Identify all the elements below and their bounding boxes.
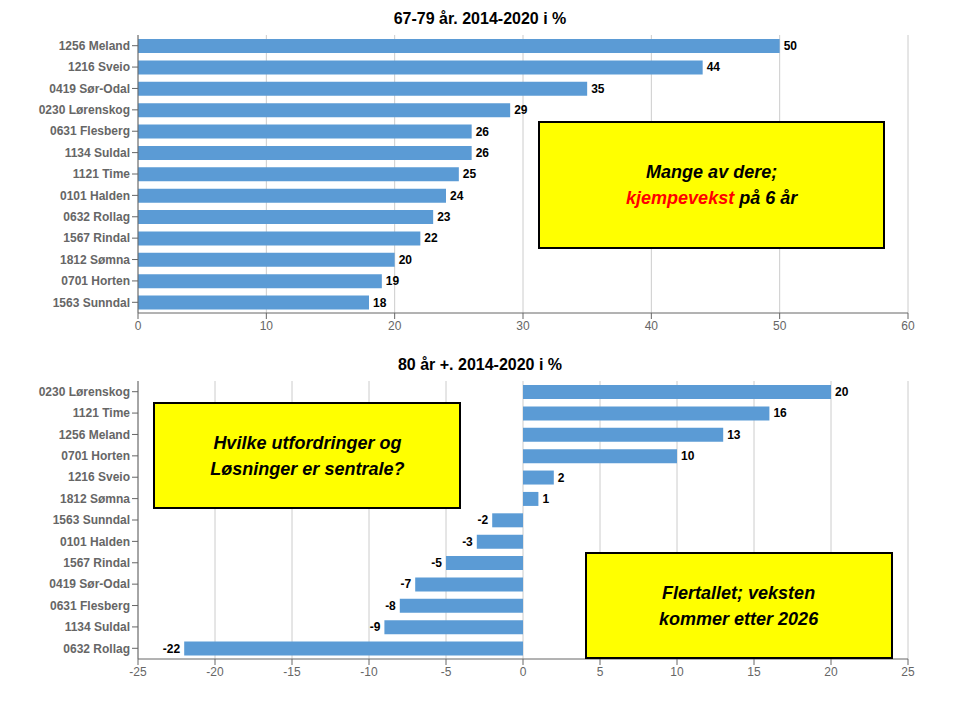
svg-text:0631 Flesberg: 0631 Flesberg <box>50 599 130 613</box>
html-text:Hvilke utfordringer og: Hvilke utfordringer og <box>213 432 402 453</box>
svg-text:-20: -20 <box>206 665 224 679</box>
svg-text:10: 10 <box>681 449 695 463</box>
svg-text:0230 Lørenskog: 0230 Lørenskog <box>39 103 130 117</box>
svg-text:1256 Meland: 1256 Meland <box>59 39 130 53</box>
svg-text:1812 Sømna: 1812 Sømna <box>60 253 130 267</box>
svg-text:0632 Rollag: 0632 Rollag <box>63 642 130 656</box>
svg-text:20: 20 <box>824 665 838 679</box>
svg-text:44: 44 <box>707 60 721 74</box>
svg-text:23: 23 <box>437 210 451 224</box>
html-text:kjempevekst på 6 år: kjempevekst på 6 år <box>626 187 798 208</box>
svg-text:2: 2 <box>558 471 565 485</box>
svg-text:25: 25 <box>901 665 915 679</box>
svg-text:0632 Rollag: 0632 Rollag <box>63 210 130 224</box>
svg-text:-7: -7 <box>401 577 412 591</box>
svg-text:35: 35 <box>591 82 605 96</box>
svg-text:0: 0 <box>135 319 142 333</box>
svg-text:1563 Sunndal: 1563 Sunndal <box>53 513 130 527</box>
svg-text:20: 20 <box>399 253 413 267</box>
svg-text:13: 13 <box>727 428 741 442</box>
html-text:Flertallet; veksten: Flertallet; veksten <box>662 582 816 603</box>
svg-text:-8: -8 <box>385 599 396 613</box>
svg-text:0101 Halden: 0101 Halden <box>60 189 130 203</box>
svg-text:0101 Halden: 0101 Halden <box>60 535 130 549</box>
svg-text:1256 Meland: 1256 Meland <box>59 428 130 442</box>
html-text:80 år +. 2014-2020 i %: 80 år +. 2014-2020 i % <box>397 356 563 373</box>
svg-text:26: 26 <box>476 125 490 139</box>
svg-text:26: 26 <box>476 146 490 160</box>
html-text:67-79 år. 2014-2020 i %: 67-79 år. 2014-2020 i % <box>393 10 567 27</box>
svg-text:1812 Sømna: 1812 Sømna <box>60 492 130 506</box>
svg-text:-3: -3 <box>462 535 473 549</box>
svg-text:24: 24 <box>450 189 464 203</box>
svg-text:0230 Lørenskog: 0230 Lørenskog <box>39 385 130 399</box>
svg-text:-15: -15 <box>283 665 301 679</box>
svg-text:-2: -2 <box>478 513 489 527</box>
svg-text:0419 Sør-Odal: 0419 Sør-Odal <box>49 577 130 591</box>
svg-text:1567 Rindal: 1567 Rindal <box>63 556 130 570</box>
svg-text:0701 Horten: 0701 Horten <box>61 274 130 288</box>
svg-text:-5: -5 <box>431 556 442 570</box>
svg-text:0701 Horten: 0701 Horten <box>61 449 130 463</box>
svg-text:0631 Flesberg: 0631 Flesberg <box>50 124 130 138</box>
svg-text:60: 60 <box>901 319 915 333</box>
svg-text:18: 18 <box>373 296 387 310</box>
svg-text:-9: -9 <box>370 620 381 634</box>
svg-text:1567 Rindal: 1567 Rindal <box>63 231 130 245</box>
svg-text:10: 10 <box>670 665 684 679</box>
svg-text:1121 Time: 1121 Time <box>73 167 130 181</box>
svg-text:50: 50 <box>773 319 787 333</box>
svg-text:10: 10 <box>260 319 274 333</box>
svg-text:30: 30 <box>516 319 530 333</box>
html-text:kommer etter 2026: kommer etter 2026 <box>659 608 819 629</box>
svg-text:0419 Sør-Odal: 0419 Sør-Odal <box>49 82 130 96</box>
svg-text:25: 25 <box>463 167 477 181</box>
svg-text:1563 Sunndal: 1563 Sunndal <box>53 296 130 310</box>
svg-text:-5: -5 <box>441 665 452 679</box>
svg-text:15: 15 <box>747 665 761 679</box>
svg-text:-25: -25 <box>129 665 147 679</box>
svg-text:1134 Suldal: 1134 Suldal <box>65 146 130 160</box>
html-text:Løsninger er sentrale?: Løsninger er sentrale? <box>210 458 405 479</box>
svg-text:20: 20 <box>388 319 402 333</box>
svg-text:1134 Suldal: 1134 Suldal <box>65 620 130 634</box>
svg-text:0: 0 <box>520 665 527 679</box>
svg-text:-22: -22 <box>163 642 181 656</box>
svg-text:50: 50 <box>784 39 798 53</box>
svg-text:29: 29 <box>514 103 528 117</box>
svg-text:-10: -10 <box>360 665 378 679</box>
svg-text:40: 40 <box>645 319 659 333</box>
svg-text:5: 5 <box>597 665 604 679</box>
svg-text:22: 22 <box>424 231 438 245</box>
svg-text:16: 16 <box>773 406 787 420</box>
svg-text:1: 1 <box>542 492 549 506</box>
svg-text:1216 Sveio: 1216 Sveio <box>68 470 130 484</box>
svg-text:1121 Time: 1121 Time <box>73 406 130 420</box>
svg-text:1216 Sveio: 1216 Sveio <box>68 60 130 74</box>
html-text:Mange av dere;: Mange av dere; <box>646 161 778 182</box>
svg-text:20: 20 <box>835 385 849 399</box>
svg-text:19: 19 <box>386 274 400 288</box>
